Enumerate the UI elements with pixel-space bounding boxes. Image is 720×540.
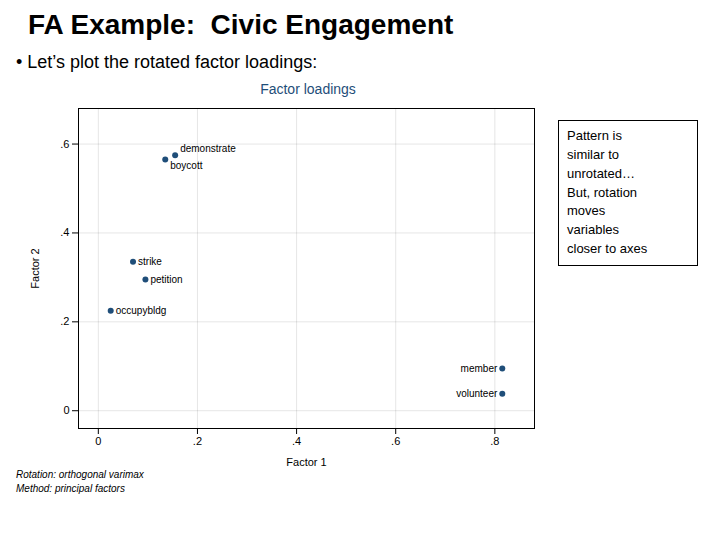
svg-text:member: member	[461, 363, 498, 374]
html-text:• Let’s plot the rotated facto: • Let’s plot the rotated factor loadings…	[16, 52, 318, 72]
html-text:Method: principal factors: Method: principal factors	[16, 483, 125, 494]
svg-text:.4: .4	[60, 226, 69, 238]
svg-text:0: 0	[63, 404, 69, 416]
svg-text:Factor 1: Factor 1	[286, 456, 326, 468]
svg-text:.6: .6	[391, 435, 400, 447]
svg-text:.6: .6	[60, 138, 69, 150]
html-text:FA Example: Civic Engagement: FA Example: Civic Engagement	[28, 9, 454, 40]
svg-text:petition: petition	[150, 274, 182, 285]
svg-text:0: 0	[95, 435, 101, 447]
svg-text:.2: .2	[60, 315, 69, 327]
html-text:Factor loadings: Factor loadings	[260, 81, 356, 97]
svg-text:Factor 2: Factor 2	[29, 248, 41, 288]
svg-text:demonstrate: demonstrate	[180, 143, 236, 154]
svg-text:occupybldg: occupybldg	[116, 305, 167, 316]
svg-text:.4: .4	[292, 435, 301, 447]
svg-text:volunteer: volunteer	[456, 388, 498, 399]
html-text:Pattern is similar to unrotate: Pattern is similar to unrotated… But, ro…	[567, 128, 648, 257]
svg-text:strike: strike	[138, 256, 162, 267]
svg-text:boycott: boycott	[170, 160, 202, 171]
svg-text:.8: .8	[490, 435, 499, 447]
svg-text:.2: .2	[193, 435, 202, 447]
html-text:Rotation: orthogonal varimax: Rotation: orthogonal varimax	[16, 469, 144, 480]
